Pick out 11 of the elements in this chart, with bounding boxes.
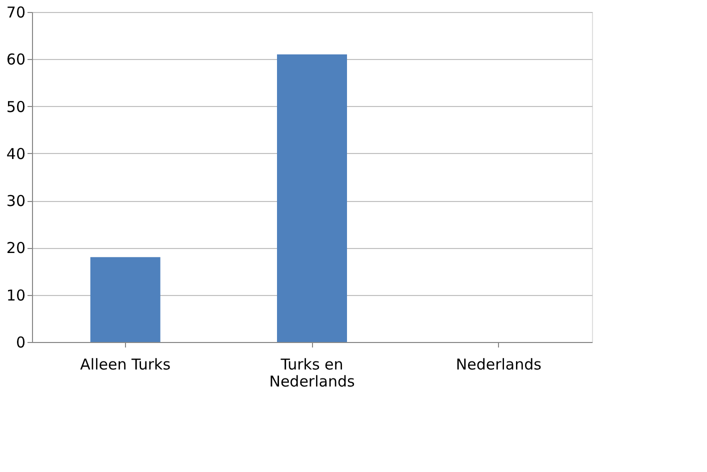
x-tick-label: Nederlands xyxy=(456,356,542,374)
y-tick-label: 20 xyxy=(6,239,26,258)
y-tick-label: 0 xyxy=(16,334,26,352)
x-tick-label: Turks en Nederlands xyxy=(269,356,355,390)
y-tick-label: 60 xyxy=(6,50,26,69)
y-tick-label: 50 xyxy=(6,98,26,116)
y-tick-label: 30 xyxy=(6,192,26,210)
y-tick-label: 70 xyxy=(6,4,26,22)
x-tick-label: Alleen Turks xyxy=(80,356,171,374)
y-tick-label: 40 xyxy=(6,144,26,163)
y-tick-label: 10 xyxy=(6,286,26,304)
